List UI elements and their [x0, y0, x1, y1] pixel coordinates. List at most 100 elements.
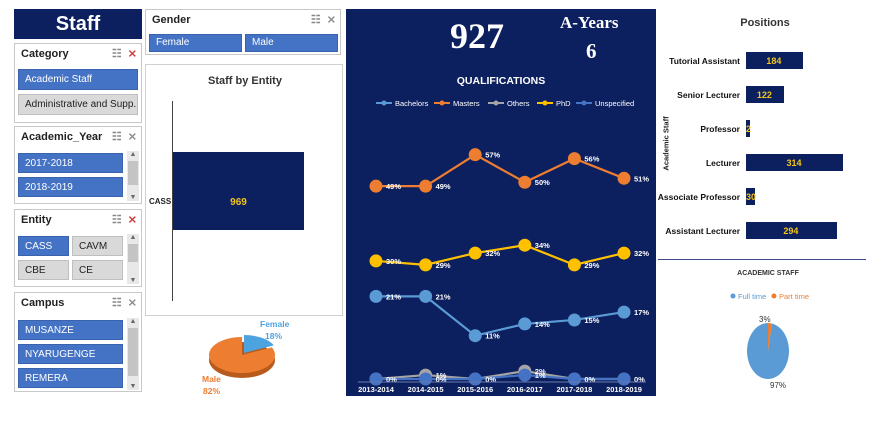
data-point-unspecified[interactable]: [518, 368, 532, 382]
data-label: 32%: [634, 249, 649, 258]
position-bar[interactable]: [746, 188, 756, 205]
pie-slice-male[interactable]: [209, 337, 275, 373]
data-point-masters[interactable]: [369, 179, 383, 193]
data-point-bachelors[interactable]: [468, 329, 482, 343]
data-point-unspecified[interactable]: [617, 372, 631, 386]
female-pct: 18%: [265, 331, 282, 341]
data-point-unspecified[interactable]: [567, 372, 581, 386]
slicer-item-cbe[interactable]: CBE: [18, 260, 69, 280]
series-line-phd[interactable]: [375, 244, 625, 267]
clear-filter-icon[interactable]: ⨯: [127, 131, 137, 143]
data-point-bachelors[interactable]: [617, 305, 631, 319]
clear-filter-icon[interactable]: ⨯: [326, 14, 336, 26]
scroll-thumb[interactable]: [128, 244, 138, 262]
data-point-masters[interactable]: [518, 175, 532, 189]
scroll-down-icon[interactable]: ▼: [129, 383, 137, 390]
x-tick-label: 2016-2017: [507, 385, 543, 394]
slicer-item-cavm[interactable]: CAVM: [72, 236, 123, 256]
multi-select-icon[interactable]: ☷: [310, 14, 321, 26]
data-label: 21%: [436, 292, 451, 301]
position-label: Lecturer: [705, 158, 740, 168]
pie-slice-female[interactable]: [244, 335, 274, 353]
position-label: Associate Professor: [657, 192, 740, 202]
data-point-phd[interactable]: [468, 246, 482, 260]
data-point-bachelors[interactable]: [369, 289, 383, 303]
x-tick-label: 2017-2018: [556, 385, 592, 394]
slicer-item-cass[interactable]: CASS: [18, 236, 69, 256]
data-label: 2%: [535, 367, 546, 376]
data-point-bachelors[interactable]: [567, 313, 581, 327]
data-point-masters[interactable]: [468, 148, 482, 162]
data-point-unspecified[interactable]: [369, 372, 383, 386]
academic-year-slicer: Academic_Year ☷ ⨯ 2017-2018 2018-2019 ▲ ▼: [14, 126, 142, 204]
scroll-up-icon[interactable]: ▲: [129, 151, 137, 158]
scroll-down-icon[interactable]: ▼: [129, 277, 137, 284]
slicer-item-administrative[interactable]: Administrative and Supp...: [18, 94, 138, 115]
position-bar[interactable]: [746, 86, 784, 103]
slicer-item-academic-staff[interactable]: Academic Staff: [18, 69, 138, 90]
multi-select-icon[interactable]: ☷: [111, 297, 122, 309]
x-tick-label: 2018-2019: [606, 385, 642, 394]
position-bar[interactable]: [746, 120, 750, 137]
scroll-thumb[interactable]: [128, 328, 138, 376]
data-point-unspecified[interactable]: [468, 372, 482, 386]
legend-parttime-label: Part time: [779, 292, 809, 301]
data-point-unspecified[interactable]: [419, 372, 433, 386]
clear-filter-icon[interactable]: ⨯: [127, 214, 137, 226]
data-point-phd[interactable]: [369, 254, 383, 268]
data-point-masters[interactable]: [567, 152, 581, 166]
slicer-item-2017-2018[interactable]: 2017-2018: [18, 153, 123, 173]
scroll-up-icon[interactable]: ▲: [129, 234, 137, 241]
slicer-item-musanze[interactable]: MUSANZE: [18, 320, 123, 340]
slicer-scrollbar[interactable]: ▲ ▼: [127, 151, 139, 201]
data-point-phd[interactable]: [567, 258, 581, 272]
position-bar[interactable]: [746, 222, 837, 239]
slicer-item-male[interactable]: Male: [245, 34, 338, 52]
position-label: Professor: [700, 124, 740, 134]
series-line-masters[interactable]: [376, 153, 625, 188]
series-line-unspecified[interactable]: [376, 373, 624, 381]
position-bar[interactable]: [746, 154, 843, 171]
fulltime-pct: 97%: [770, 381, 786, 390]
slicer-item-2018-2019[interactable]: 2018-2019: [18, 177, 123, 197]
multi-select-icon[interactable]: ☷: [111, 48, 122, 60]
legend-item-masters: Masters: [434, 99, 480, 108]
data-point-masters[interactable]: [617, 171, 631, 185]
data-label: 32%: [485, 249, 500, 258]
data-label: 56%: [584, 155, 599, 164]
slicer-item-nyarugenge[interactable]: NYARUGENGE: [18, 344, 123, 364]
scroll-up-icon[interactable]: ▲: [129, 318, 137, 325]
clear-filter-icon[interactable]: ⨯: [127, 48, 137, 60]
slicer-scrollbar[interactable]: ▲ ▼: [127, 234, 139, 284]
multi-select-icon[interactable]: ☷: [111, 214, 122, 226]
academic-pie-svg: ACADEMIC STAFF Full time Part time 3% 97…: [730, 270, 809, 390]
data-point-phd[interactable]: [617, 246, 631, 260]
clear-filter-icon[interactable]: ⨯: [127, 297, 137, 309]
legend-label: Unspecified: [595, 99, 634, 108]
position-label: Tutorial Assistant: [669, 56, 740, 66]
data-point-masters[interactable]: [419, 179, 433, 193]
bar-cass[interactable]: [173, 152, 304, 230]
scroll-down-icon[interactable]: ▼: [129, 194, 137, 201]
slicer-item-female[interactable]: Female: [149, 34, 242, 52]
legend-label: PhD: [556, 99, 571, 108]
multi-select-icon[interactable]: ☷: [111, 131, 122, 143]
data-label: 0%: [584, 375, 595, 384]
scroll-thumb[interactable]: [128, 161, 138, 185]
slicer-item-ce[interactable]: CE: [72, 260, 123, 280]
position-bar[interactable]: [746, 52, 803, 69]
data-point-phd[interactable]: [419, 258, 433, 272]
x-tick-label: 2014-2015: [408, 385, 444, 394]
pie-slice-parttime[interactable]: [768, 323, 772, 351]
data-point-phd[interactable]: [518, 238, 532, 252]
data-point-bachelors[interactable]: [419, 289, 433, 303]
slicer-item-remera[interactable]: REMERA: [18, 368, 123, 388]
legend-item-others: Others: [488, 99, 530, 108]
data-label: 14%: [535, 320, 550, 329]
axis-line: [172, 101, 173, 301]
legend-item-phd: PhD: [537, 99, 571, 108]
data-point-bachelors[interactable]: [518, 317, 532, 331]
total-staff-value: 927: [450, 16, 504, 56]
slicer-scrollbar[interactable]: ▲ ▼: [127, 318, 139, 390]
series-line-bachelors[interactable]: [376, 295, 625, 337]
